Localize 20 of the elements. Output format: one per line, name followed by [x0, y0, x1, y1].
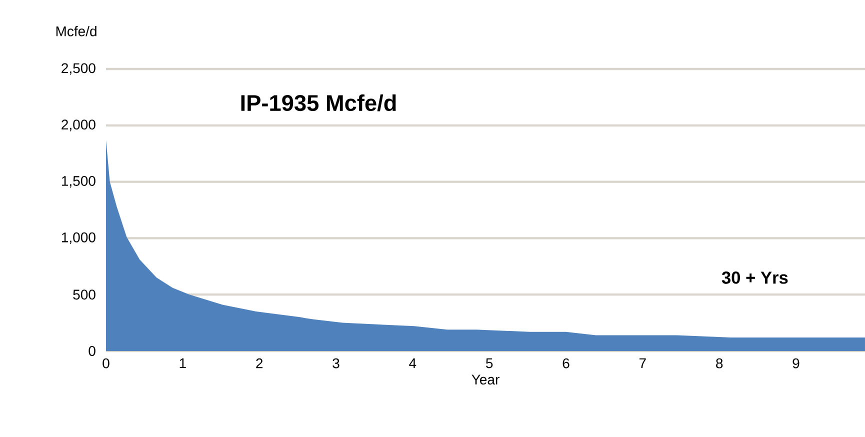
x-tick-label: 1 — [180, 358, 186, 368]
y-tick-label: 1,500 — [62, 176, 96, 188]
annotation: IP-1935 Mcfe/d — [241, 94, 396, 112]
annotation: 30 + Yrs — [722, 272, 788, 284]
x-tick-label: 3 — [332, 358, 340, 368]
y-tick-label: 1,000 — [62, 232, 96, 244]
x-tick-label: 5 — [486, 358, 493, 368]
x-tick-label: 7 — [639, 358, 646, 368]
x-tick-label: 6 — [562, 358, 570, 368]
x-tick-label: 9 — [792, 358, 800, 368]
y-tick-label: 500 — [73, 290, 96, 300]
x-tick-label: 8 — [716, 358, 723, 368]
y-tick-label: 2,500 — [62, 63, 96, 75]
y-tick-label: 2,000 — [62, 120, 96, 132]
y-tick-label: 0 — [88, 346, 96, 356]
x-tick-label: 2 — [256, 358, 263, 368]
x-tick-label: 0 — [102, 358, 110, 368]
x-tick-label: 4 — [409, 358, 416, 368]
y-axis-title: Mcfe/d — [56, 26, 96, 36]
x-axis-title: Year — [472, 374, 500, 385]
